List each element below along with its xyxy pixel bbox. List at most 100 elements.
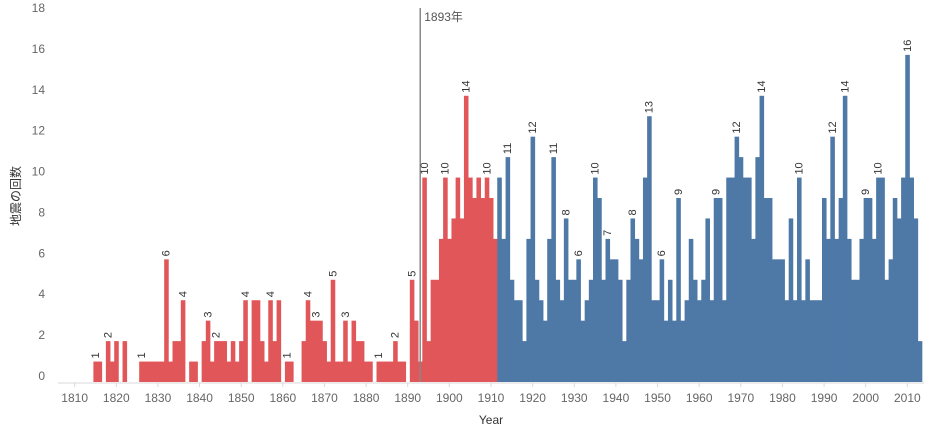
bar	[576, 259, 581, 382]
x-tick-label: 1840	[186, 391, 213, 405]
x-axis-ticks: 1810 1820 1830 1840 1850 1860 1870 1880 1890 1900…	[61, 383, 921, 405]
data-label: 9	[673, 189, 685, 195]
data-label: 13	[644, 101, 656, 113]
bar	[568, 279, 573, 382]
bar	[209, 361, 215, 382]
data-label: 2	[102, 332, 114, 338]
bar	[359, 341, 365, 382]
bar	[730, 177, 735, 382]
bar	[784, 300, 790, 382]
bar	[767, 198, 773, 382]
bar	[613, 259, 619, 382]
bar	[642, 177, 648, 382]
bar	[264, 361, 269, 382]
data-label: 1	[90, 352, 102, 358]
bar	[709, 300, 715, 382]
data-label: 16	[902, 40, 914, 52]
y-tick-label: 14	[32, 83, 46, 97]
x-tick-label: 1910	[478, 391, 505, 405]
bar	[234, 361, 240, 382]
bar	[413, 320, 419, 382]
bar	[205, 320, 211, 382]
bar	[638, 259, 644, 382]
bar	[530, 136, 536, 382]
x-tick-label: 2010	[894, 391, 921, 405]
bar	[747, 177, 752, 382]
data-label: 6	[161, 250, 173, 256]
data-label: 11	[548, 143, 560, 154]
bar	[476, 177, 481, 382]
bar	[622, 341, 627, 382]
bar	[842, 95, 848, 383]
bar	[309, 320, 315, 382]
bar	[480, 198, 486, 382]
bar	[105, 341, 111, 382]
bar	[176, 341, 182, 382]
bar	[347, 361, 352, 382]
data-label: 11	[502, 143, 514, 154]
bar	[659, 259, 665, 382]
y-tick-label: 6	[38, 246, 45, 260]
bar	[251, 300, 257, 382]
bar	[817, 300, 823, 382]
data-label: 12	[527, 121, 539, 133]
data-label: 9	[710, 189, 722, 195]
bar	[326, 361, 332, 382]
bar	[559, 300, 565, 382]
bar	[688, 238, 694, 382]
bar	[634, 238, 640, 382]
bar	[409, 279, 415, 382]
bar	[892, 198, 898, 382]
bar	[705, 218, 710, 382]
bar	[289, 361, 294, 382]
bar	[838, 198, 844, 382]
bar	[397, 361, 402, 382]
x-tick-label: 1930	[561, 391, 588, 405]
y-tick-label: 0	[38, 369, 45, 383]
bar	[426, 341, 432, 382]
bar	[597, 198, 602, 382]
bar	[301, 341, 307, 382]
bar	[314, 320, 319, 382]
bar	[401, 361, 407, 382]
bar	[368, 361, 373, 382]
bar	[593, 177, 598, 382]
data-label: 2	[211, 332, 223, 338]
bar	[114, 341, 119, 382]
bar	[239, 341, 244, 382]
x-tick-label: 1950	[644, 391, 671, 405]
data-label: 10	[794, 162, 806, 174]
bar	[164, 259, 169, 382]
bar	[551, 157, 556, 382]
bar	[738, 157, 744, 382]
bar	[609, 259, 615, 382]
bar	[626, 279, 631, 382]
data-label: 6	[573, 250, 585, 256]
bar	[468, 177, 473, 382]
x-tick-label: 1960	[686, 391, 713, 405]
bar	[917, 341, 923, 382]
y-tick-label: 18	[32, 1, 46, 15]
bar	[272, 341, 277, 382]
bar	[122, 341, 128, 382]
data-label: 1	[281, 352, 293, 358]
bar	[522, 341, 527, 382]
bar	[672, 320, 677, 382]
data-label: 4	[302, 291, 314, 297]
data-label: 8	[560, 209, 572, 215]
bar	[472, 198, 477, 382]
bar	[447, 238, 452, 382]
bar	[384, 361, 390, 382]
bar	[834, 238, 840, 382]
bars	[93, 54, 923, 383]
reference-line-group: 1893年	[419, 8, 463, 382]
x-tick-label: 1860	[269, 391, 296, 405]
bar	[93, 361, 98, 382]
bar	[180, 300, 186, 382]
bar	[888, 259, 894, 382]
data-label: 9	[860, 189, 872, 195]
bar	[813, 300, 819, 382]
bar	[168, 361, 173, 382]
data-label: 3	[340, 312, 352, 318]
